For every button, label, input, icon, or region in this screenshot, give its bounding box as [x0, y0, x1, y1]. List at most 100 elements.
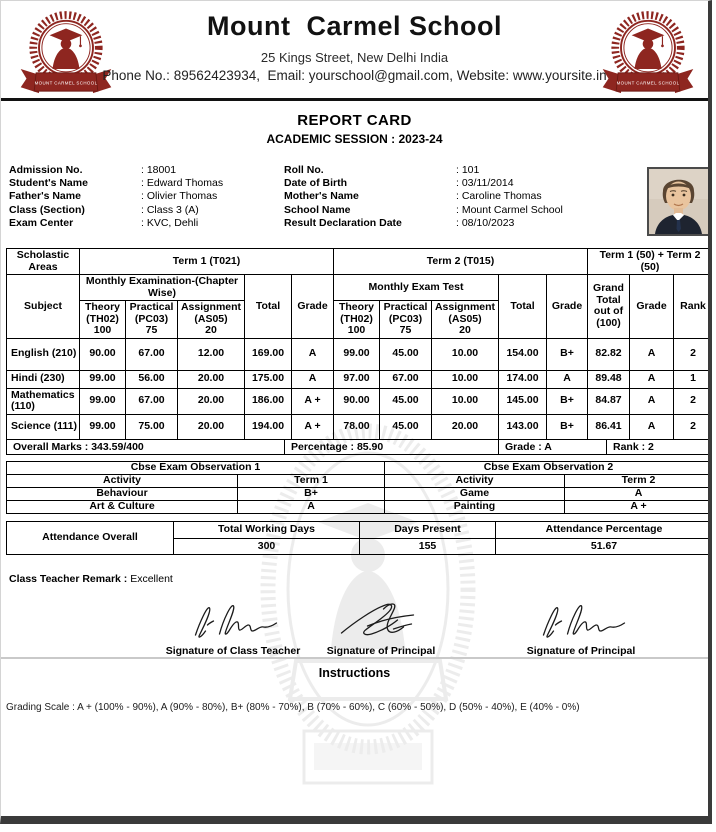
- table-row: English (210) 90.00 67.00 12.00 169.00 A…: [6, 337, 708, 371]
- info-value: : Caroline Thomas: [456, 190, 542, 203]
- table-row: Mathematics (110) 99.00 67.00 20.00 186.…: [6, 387, 708, 415]
- signature-block-class-teacher: Signature of Class Teacher: [158, 599, 308, 657]
- info-label: Roll No.: [284, 164, 324, 176]
- info-value: : KVC, Dehli: [141, 216, 199, 229]
- col-scholastic-areas: Scholastic Areas: [6, 248, 80, 275]
- col-term2: Term 2 (T015): [333, 248, 588, 275]
- observation1-title: Cbse Exam Observation 1: [6, 461, 385, 475]
- days-present-value: 155: [359, 537, 496, 555]
- info-label: Exam Center: [9, 216, 74, 229]
- attendance-label: Attendance Overall: [6, 521, 174, 555]
- info-label: Result Declaration Date: [284, 216, 402, 229]
- marks-summary-row: Overall Marks : 343.59/400 Percentage : …: [6, 438, 708, 455]
- attendance-pct-header: Attendance Percentage: [495, 521, 708, 539]
- attendance-section: Attendance Overall Total Working Days Da…: [6, 521, 708, 555]
- signature-image: [542, 605, 626, 638]
- instructions-title: Instructions: [318, 666, 391, 680]
- col-rank: Rank: [673, 274, 708, 339]
- info-value: : Edward Thomas: [141, 177, 224, 190]
- info-label: Father's Name: [9, 190, 81, 203]
- school-logo-icon: MOUNT CARMEL SCHOOL: [20, 11, 112, 94]
- signature-label: Signature of Principal: [326, 645, 436, 657]
- student-info-right: Roll No.: 101 Date of Birth: 03/11/2014 …: [284, 164, 634, 230]
- overall-grade: Grade : A: [498, 438, 607, 455]
- student-photo: [647, 167, 708, 236]
- info-row: Result Declaration Date : 08/10/2023: [284, 217, 634, 230]
- signature-block-principal: Signature of Principal: [506, 599, 656, 657]
- col-total-2: Total: [498, 274, 547, 339]
- observations-section: Cbse Exam Observation 1 Cbse Exam Observ…: [6, 461, 708, 514]
- signature-block-principal: Signature of Principal: [306, 599, 456, 657]
- info-value: : 08/10/2023: [456, 216, 515, 229]
- col-assignment-2: Assignment (AS05) 20: [431, 300, 499, 339]
- subject-cell: Mathematics (110): [6, 387, 80, 415]
- info-value: : 18001: [141, 164, 177, 176]
- table-row: Behaviour B+ Game A: [6, 487, 708, 501]
- col-assignment-1: Assignment (AS05) 20: [177, 300, 245, 339]
- info-label: Date of Birth: [284, 177, 347, 190]
- attendance-table: Attendance Overall Total Working Days Da…: [6, 521, 708, 555]
- col-grade-2: Grade: [546, 274, 588, 339]
- subject-cell: English (210): [6, 337, 80, 371]
- logo-ribbon-text: MOUNT CARMEL SCHOOL: [617, 80, 680, 85]
- school-contact: Phone No.: 89562423934, Email: yourschoo…: [102, 68, 607, 83]
- overall-marks: Overall Marks : 343.59/400: [6, 438, 285, 455]
- table-row: Science (111) 99.00 75.00 20.00 194.00 A…: [6, 413, 708, 440]
- observation2-title: Cbse Exam Observation 2: [384, 461, 708, 475]
- signature-image: [194, 605, 278, 638]
- info-row: School Name : Mount Carmel School: [284, 204, 634, 217]
- info-label: Student's Name: [9, 177, 88, 190]
- info-row: Roll No. : 101: [284, 164, 634, 177]
- remark-label: Class Teacher Remark :: [9, 573, 128, 585]
- overall-percentage: Percentage : 85.90: [284, 438, 499, 455]
- observations-table: Cbse Exam Observation 1 Cbse Exam Observ…: [6, 461, 708, 514]
- col-monthly-exam-2: Monthly Exam Test: [333, 274, 499, 301]
- days-present-header: Days Present: [359, 521, 496, 539]
- academic-session: ACADEMIC SESSION : 2023-24: [266, 132, 443, 146]
- info-row: Mother's Name : Caroline Thomas: [284, 190, 634, 203]
- info-value: : Mount Carmel School: [456, 203, 563, 216]
- report-title: REPORT CARD: [297, 112, 412, 129]
- col-practical-2: Practical (PC03) 75: [379, 300, 432, 339]
- info-row: Exam Center : KVC, Dehli: [9, 217, 281, 230]
- info-value: : 03/11/2014: [456, 177, 514, 190]
- signature-label: Signature of Class Teacher: [165, 645, 301, 657]
- col-monthly-exam-1: Monthly Examination-(Chapter Wise): [79, 274, 245, 301]
- col-subject: Subject: [6, 274, 80, 339]
- signature-image: [340, 603, 415, 636]
- info-label: Admission No.: [9, 164, 83, 176]
- info-row: Father's Name : Olivier Thomas: [9, 190, 281, 203]
- header-divider: [1, 98, 708, 101]
- class-teacher-remark: Class Teacher Remark : Excellent: [9, 573, 173, 585]
- col-grade-1: Grade: [291, 274, 334, 339]
- col-total-1: Total: [244, 274, 292, 339]
- working-days-header: Total Working Days: [173, 521, 360, 539]
- grading-scale: Grading Scale : A + (100% - 90%), A (90%…: [6, 702, 580, 713]
- school-name: Mount Carmel School: [206, 11, 503, 41]
- table-row: Hindi (230) 99.00 56.00 20.00 175.00 A 9…: [6, 369, 708, 389]
- attendance-pct-value: 51.67: [495, 537, 708, 555]
- col-theory-2: Theory (TH02) 100: [333, 300, 380, 339]
- table-row: Art & Culture A Painting A +: [6, 500, 708, 514]
- marks-section: Scholastic Areas Term 1 (T021) Term 2 (T…: [6, 248, 708, 455]
- col-combined-terms: Term 1 (50) + Term 2 (50): [587, 248, 708, 275]
- col-theory-1: Theory (TH02) 100: [79, 300, 126, 339]
- info-label: Mother's Name: [284, 190, 359, 203]
- info-value: : Olivier Thomas: [141, 190, 218, 203]
- subject-cell: Science (111): [6, 413, 80, 440]
- info-label: Class (Section): [9, 203, 85, 216]
- working-days-value: 300: [173, 537, 360, 555]
- info-row: Class (Section) : Class 3 (A): [9, 204, 281, 217]
- subject-cell: Hindi (230): [6, 369, 80, 389]
- section-divider: [1, 657, 708, 659]
- activity-header: Activity: [384, 474, 565, 488]
- info-value: : 101: [456, 164, 480, 176]
- info-value: : Class 3 (A): [141, 203, 199, 216]
- col-practical-1: Practical (PC03) 75: [125, 300, 178, 339]
- school-address: 25 Kings Street, New Delhi India: [260, 50, 449, 65]
- school-logo-icon: MOUNT CARMEL SCHOOL: [602, 11, 694, 94]
- info-row: Date of Birth : 03/11/2014: [284, 177, 634, 190]
- info-label: School Name: [284, 203, 351, 216]
- remark-value: Excellent: [130, 573, 173, 585]
